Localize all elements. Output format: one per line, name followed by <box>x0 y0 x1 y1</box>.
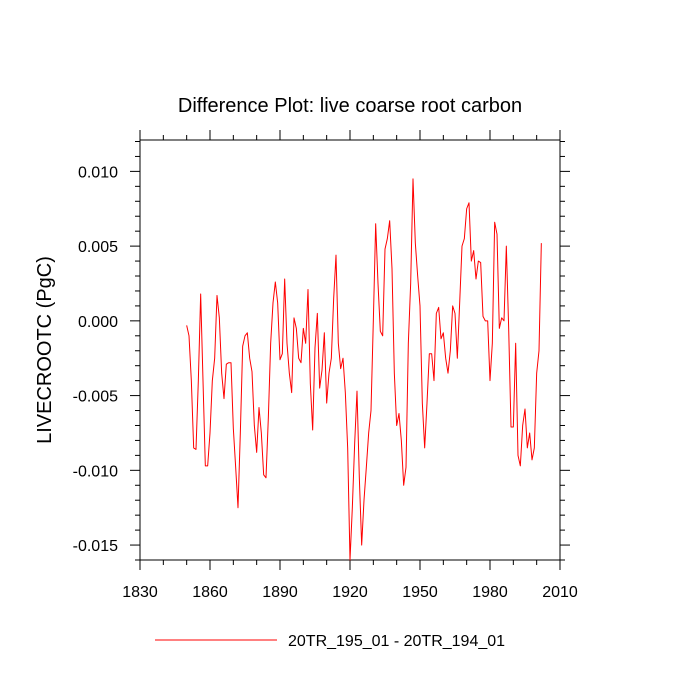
x-tick-label: 1950 <box>402 584 438 601</box>
y-tick-label: 0.010 <box>78 164 118 181</box>
y-tick-label: 0.000 <box>78 314 118 331</box>
x-tick-label: 1890 <box>262 584 298 601</box>
x-tick-label: 1860 <box>192 584 228 601</box>
x-tick-label: 1980 <box>472 584 508 601</box>
x-tick-label: 1920 <box>332 584 368 601</box>
y-tick-labels: -0.015 -0.010 -0.005 0.000 0.005 0.010 <box>73 164 118 555</box>
axis-ticks <box>130 130 570 570</box>
plot-frame <box>139 139 561 561</box>
y-tick-label: -0.010 <box>73 463 118 480</box>
y-tick-label: -0.015 <box>73 538 118 555</box>
legend-label: 20TR_195_01 - 20TR_194_01 <box>288 633 505 650</box>
x-tick-label: 2010 <box>542 584 578 601</box>
chart-title: Difference Plot: live coarse root carbon <box>178 95 522 117</box>
x-tick-labels: 1830 1860 1890 1920 1950 1980 2010 <box>122 584 578 601</box>
series-line <box>186 178 542 561</box>
x-tick-label: 1830 <box>122 584 158 601</box>
y-tick-label: -0.005 <box>73 389 118 406</box>
y-tick-label: 0.005 <box>78 239 118 256</box>
y-axis-label: LIVECROOTC (PgC) <box>34 256 56 444</box>
series-group <box>186 178 542 561</box>
